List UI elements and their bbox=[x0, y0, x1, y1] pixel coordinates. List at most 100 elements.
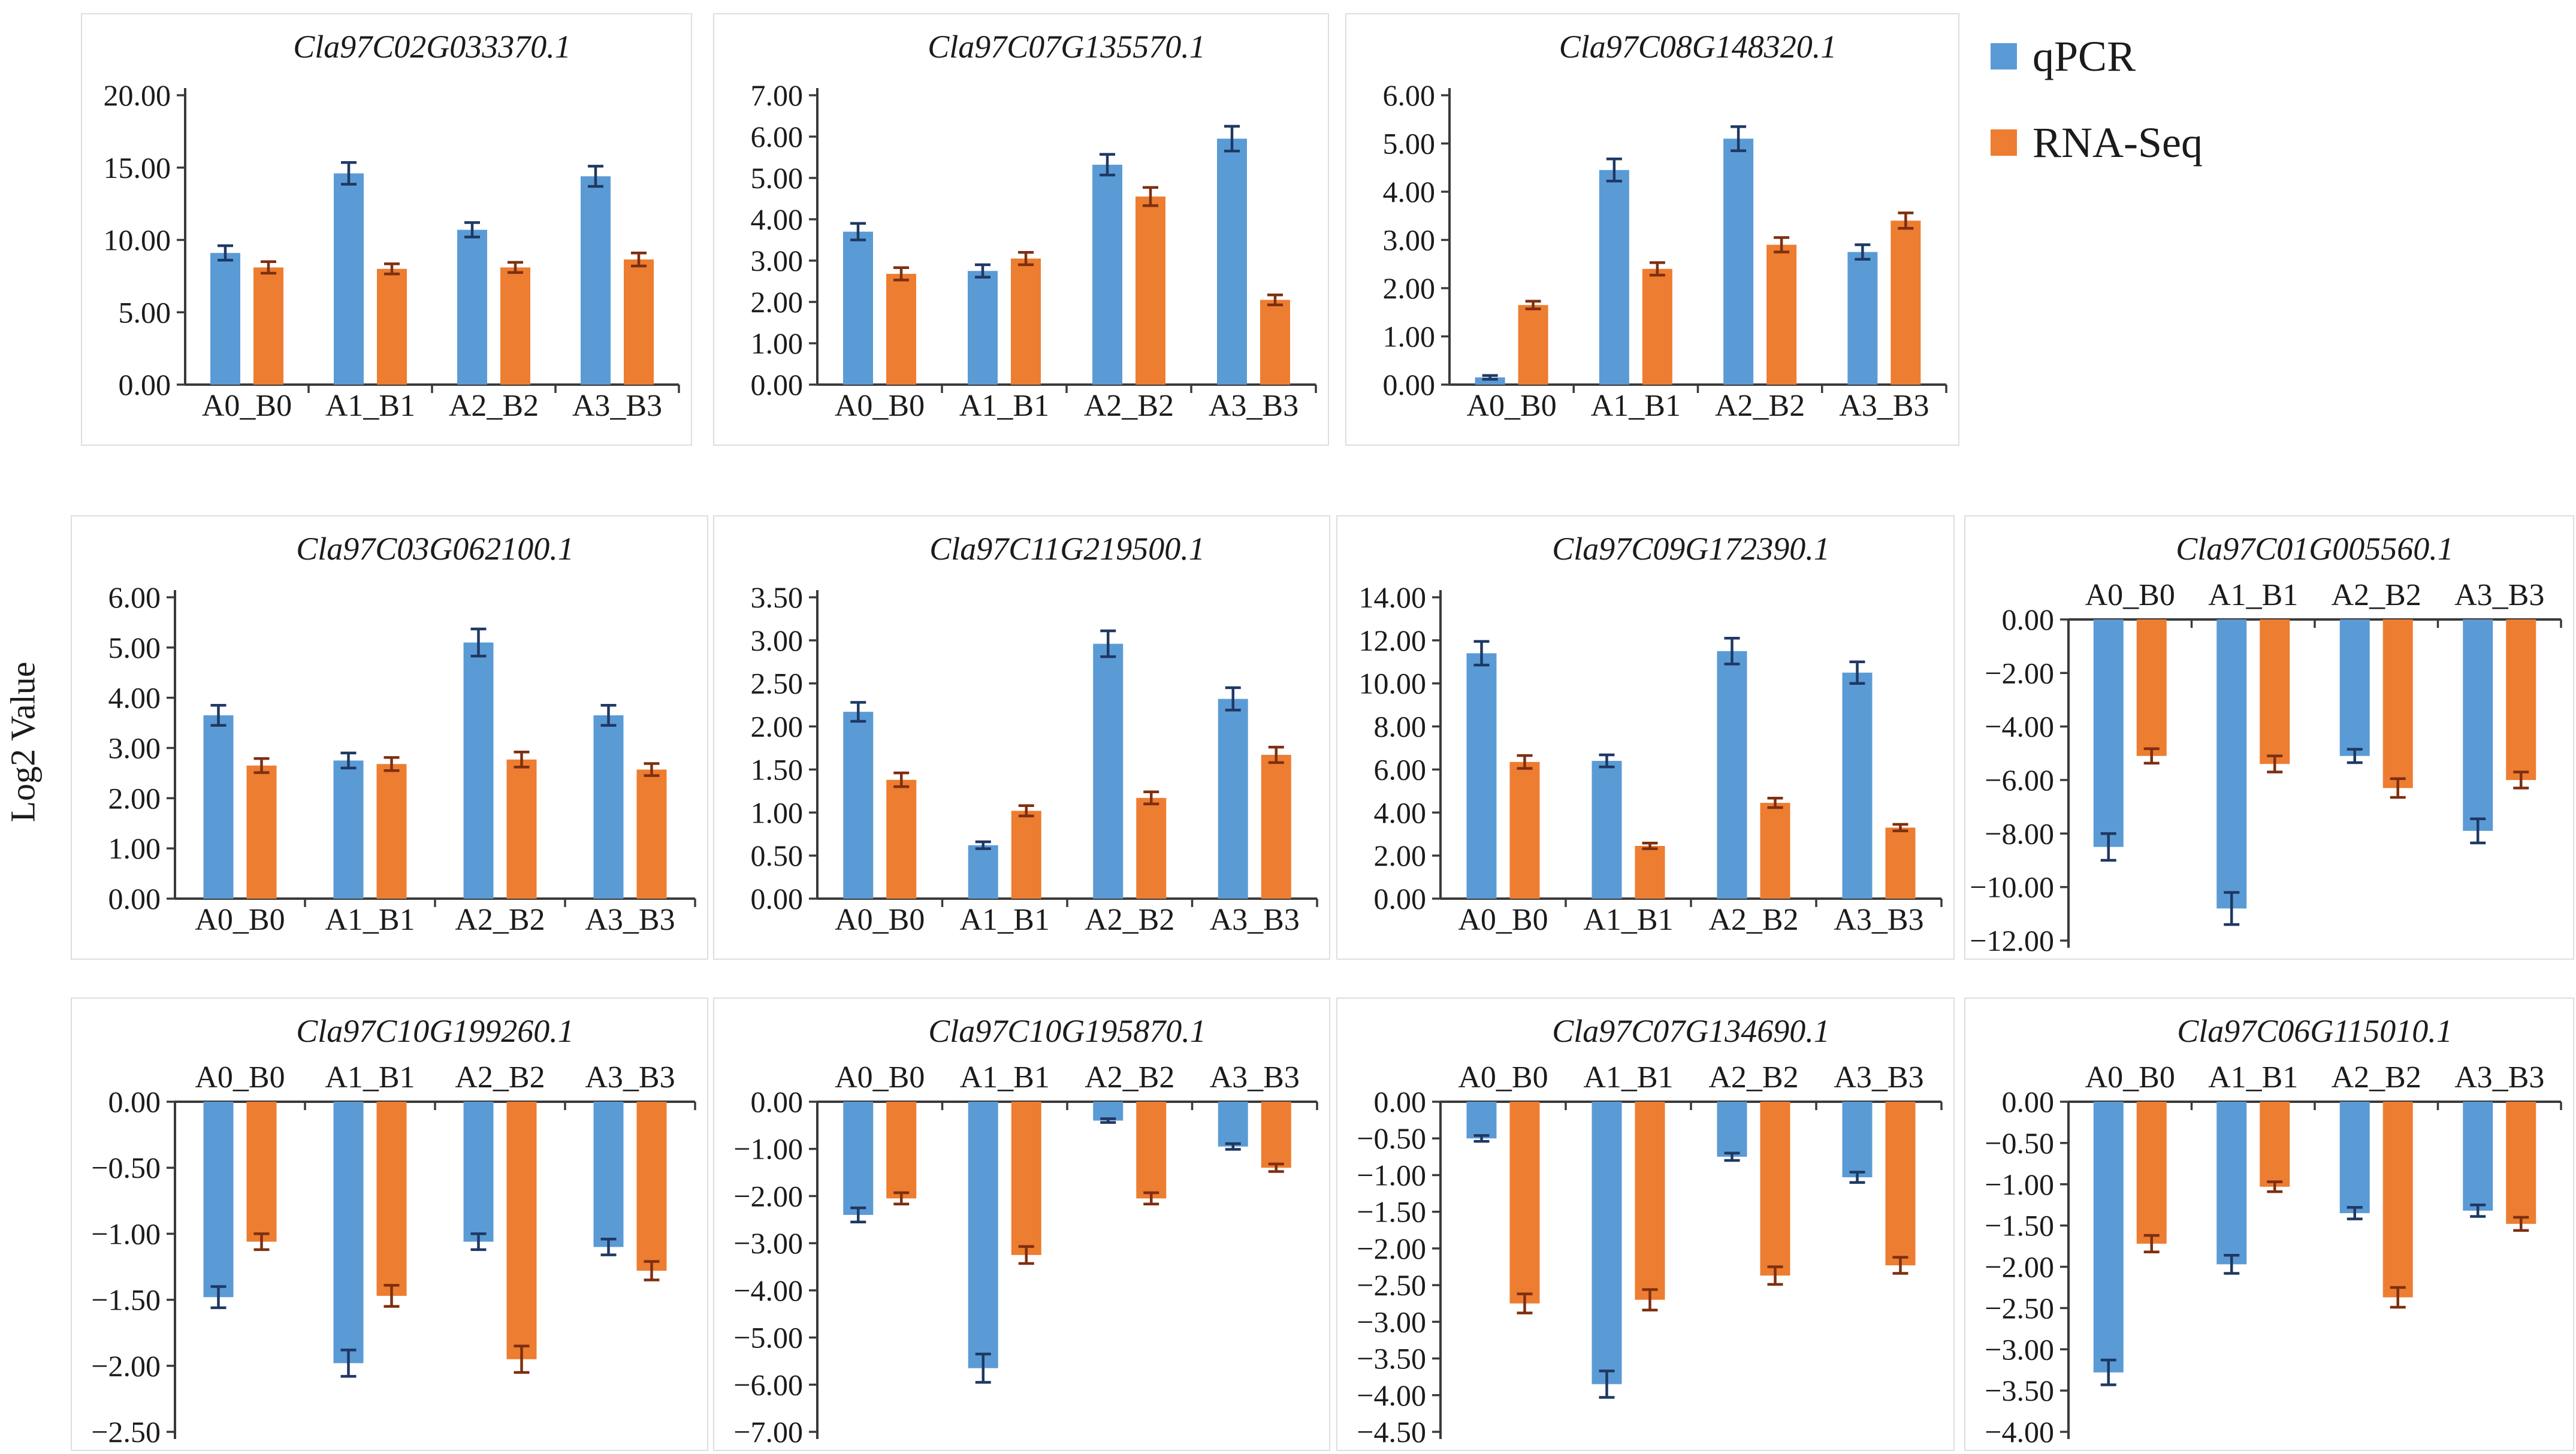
category-label: A1_B1 bbox=[1591, 389, 1681, 423]
bar-rna-seq-A1_B1 bbox=[1642, 268, 1672, 385]
category-label: A2_B2 bbox=[2332, 578, 2421, 612]
chart-panel-5: Cla97C09G172390.1 0.00 2.00 4.00 6.00 8.00 10.… bbox=[1336, 515, 1955, 960]
bar-qpcr-A1_B1 bbox=[1599, 170, 1629, 385]
y-tick-label: 2.00 bbox=[751, 285, 804, 319]
legend-item-rnaseq: RNA-Seq bbox=[1991, 121, 2203, 164]
bar-rna-seq-A1_B1 bbox=[377, 268, 407, 385]
y-tick-label: 5.00 bbox=[1383, 127, 1436, 161]
y-tick-label: −2.00 bbox=[91, 1349, 161, 1383]
y-tick-label: 12.00 bbox=[1359, 624, 1427, 657]
y-tick-label: −5.00 bbox=[733, 1321, 803, 1355]
y-tick-label: −1.50 bbox=[91, 1283, 161, 1317]
y-tick-label: 14.00 bbox=[1359, 581, 1427, 614]
y-tick-label: −12.00 bbox=[1970, 924, 2054, 957]
y-tick-label: −3.00 bbox=[1985, 1332, 2054, 1366]
chart-title: Cla97C08G148320.1 bbox=[1559, 29, 1837, 65]
y-tick-label: 5.00 bbox=[119, 295, 171, 329]
y-tick-label: −1.00 bbox=[1985, 1168, 2054, 1201]
bar-rna-seq-A0_B0 bbox=[2136, 1102, 2167, 1244]
y-tick-label: −2.50 bbox=[91, 1415, 161, 1449]
legend: qPCR RNA-Seq bbox=[1991, 35, 2203, 207]
rnaseq-swatch-icon bbox=[1991, 129, 2017, 156]
y-tick-label: −0.50 bbox=[1357, 1122, 1426, 1155]
y-tick-label: −2.00 bbox=[1985, 656, 2054, 690]
bar-rna-seq-A3_B3 bbox=[624, 259, 654, 385]
y-tick-label: 6.00 bbox=[1383, 78, 1436, 112]
category-label: A1_B1 bbox=[325, 389, 415, 423]
bar-rna-seq-A3_B3 bbox=[636, 1102, 667, 1271]
bar-qpcr-A0_B0 bbox=[2093, 619, 2124, 847]
bar-rna-seq-A1_B1 bbox=[2260, 1102, 2290, 1187]
category-label: A1_B1 bbox=[1583, 1060, 1673, 1095]
chart-panel-9: Cla97C07G134690.1 −4.50 −4.00 −3.50 −3.00 −2.… bbox=[1336, 997, 1955, 1451]
chart-panel-1: Cla97C07G135570.1 0.00 1.00 2.00 3.00 4.00 5.0… bbox=[713, 13, 1329, 446]
bar-qpcr-A1_B1 bbox=[2216, 619, 2247, 909]
y-tick-label: 4.00 bbox=[1383, 175, 1436, 208]
y-tick-label: −2.00 bbox=[733, 1179, 803, 1213]
chart-title: Cla97C07G135570.1 bbox=[928, 29, 1206, 65]
bar-rna-seq-A0_B0 bbox=[246, 765, 277, 899]
y-tick-label: 10.00 bbox=[1359, 667, 1427, 700]
y-tick-label: −2.00 bbox=[1357, 1232, 1426, 1265]
category-label: A1_B1 bbox=[960, 903, 1050, 937]
bar-qpcr-A2_B2 bbox=[1717, 1102, 1747, 1157]
y-tick-label: −0.50 bbox=[91, 1151, 161, 1184]
bar-qpcr-A1_B1 bbox=[1591, 1102, 1622, 1385]
bar-rna-seq-A2_B2 bbox=[2382, 619, 2413, 788]
bar-qpcr-A0_B0 bbox=[843, 231, 873, 385]
category-label: A1_B1 bbox=[960, 1060, 1050, 1095]
y-tick-label: 3.00 bbox=[108, 731, 161, 765]
category-label: A3_B3 bbox=[585, 903, 675, 937]
y-tick-label: −3.50 bbox=[1985, 1374, 2054, 1407]
chart-svg: Cla97C08G148320.1 0.00 1.00 2.00 3.00 4.00 5.0… bbox=[1383, 29, 1947, 423]
y-tick-label: −4.00 bbox=[733, 1274, 803, 1307]
y-tick-label: 0.00 bbox=[751, 1085, 804, 1119]
y-tick-label: 4.00 bbox=[108, 681, 161, 715]
chart-svg: Cla97C07G135570.1 0.00 1.00 2.00 3.00 4.00 5.0… bbox=[751, 29, 1317, 423]
category-label: A2_B2 bbox=[455, 903, 545, 937]
y-tick-label: 1.00 bbox=[751, 796, 804, 829]
chart-panel-10: Cla97C06G115010.1 −4.00 −3.50 −3.00 −2.50 −2.… bbox=[1964, 997, 2574, 1451]
category-label: A2_B2 bbox=[1085, 903, 1174, 937]
category-label: A0_B0 bbox=[835, 903, 925, 937]
y-tick-label: −8.00 bbox=[1985, 817, 2054, 850]
category-label: A2_B2 bbox=[455, 1060, 545, 1095]
y-tick-label: 0.00 bbox=[108, 882, 161, 915]
y-tick-label: 3.00 bbox=[751, 624, 804, 657]
y-tick-label: −4.00 bbox=[1985, 1415, 2054, 1449]
bar-rna-seq-A3_B3 bbox=[2506, 619, 2536, 780]
bar-qpcr-A3_B3 bbox=[1218, 1102, 1248, 1147]
bar-rna-seq-A2_B2 bbox=[1136, 797, 1167, 899]
category-label: A3_B3 bbox=[572, 389, 662, 423]
chart-panel-4: Cla97C11G219500.1 0.00 0.50 1.00 1.50 2.00 2.5… bbox=[713, 515, 1330, 960]
chart-title: Cla97C09G172390.1 bbox=[1552, 531, 1830, 567]
category-label: A3_B3 bbox=[1210, 903, 1300, 937]
bar-qpcr-A3_B3 bbox=[1842, 1102, 1873, 1178]
y-tick-label: 0.00 bbox=[751, 368, 804, 401]
y-tick-label: 2.00 bbox=[751, 710, 804, 743]
y-tick-label: 0.00 bbox=[2002, 1085, 2055, 1119]
bar-qpcr-A3_B3 bbox=[1847, 252, 1878, 385]
bar-qpcr-A2_B2 bbox=[1723, 138, 1754, 385]
y-tick-label: −1.00 bbox=[1357, 1158, 1426, 1192]
y-tick-label: −1.00 bbox=[91, 1217, 161, 1250]
y-tick-label: 5.00 bbox=[108, 631, 161, 664]
y-tick-label: 3.00 bbox=[751, 244, 804, 277]
y-tick-label: 0.00 bbox=[1374, 1085, 1427, 1119]
bar-rna-seq-A0_B0 bbox=[1518, 305, 1548, 385]
y-tick-label: −7.00 bbox=[733, 1415, 803, 1449]
bar-qpcr-A3_B3 bbox=[1842, 672, 1873, 899]
bar-rna-seq-A1_B1 bbox=[1011, 1102, 1041, 1255]
y-tick-label: 0.00 bbox=[119, 368, 171, 401]
bar-rna-seq-A0_B0 bbox=[1509, 1102, 1540, 1304]
chart-svg: Cla97C10G195870.1 −7.00 −6.00 −5.00 −4.00 −3.… bbox=[733, 1013, 1318, 1449]
category-label: A0_B0 bbox=[835, 389, 925, 423]
y-tick-label: 2.50 bbox=[751, 667, 804, 700]
bar-rna-seq-A3_B3 bbox=[1885, 827, 1916, 899]
y-tick-label: −2.50 bbox=[1985, 1291, 2054, 1325]
chart-svg: Cla97C03G062100.1 0.00 1.00 2.00 3.00 4.00 5.0… bbox=[108, 531, 696, 937]
y-tick-label: 3.00 bbox=[1383, 223, 1436, 257]
chart-panel-0: Cla97C02G033370.1 0.00 5.00 10.00 15.00 20.00… bbox=[81, 13, 692, 446]
y-tick-label: 6.00 bbox=[108, 581, 161, 614]
chart-panel-3: Cla97C03G062100.1 0.00 1.00 2.00 3.00 4.00 5.0… bbox=[71, 515, 708, 960]
